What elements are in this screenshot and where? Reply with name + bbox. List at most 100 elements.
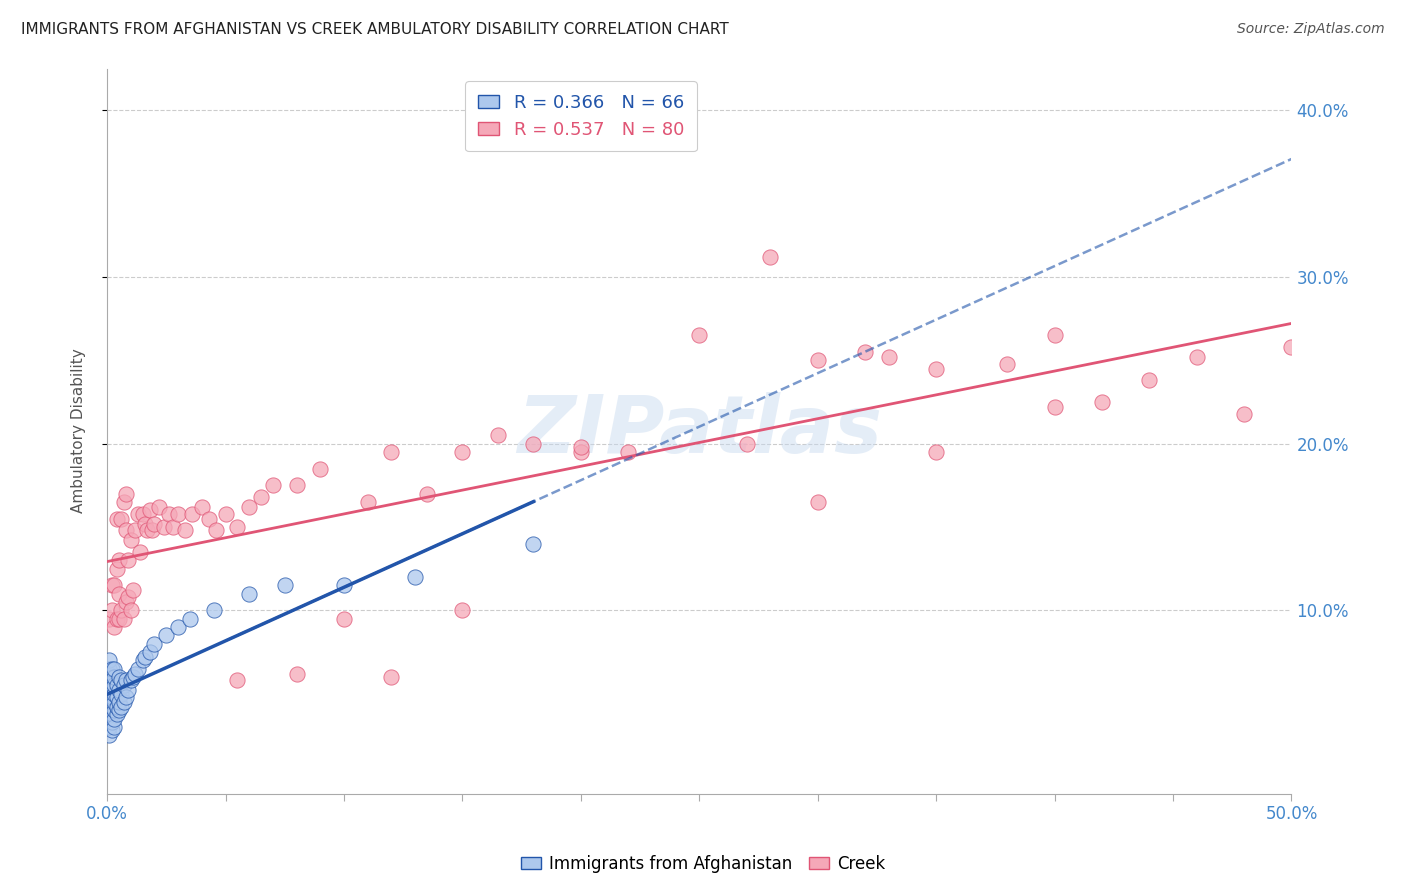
Point (238, 500, 260, 514)
Point (131, 507, 153, 521)
Point (356, 495, 378, 509)
Point (105, 678, 128, 692)
Point (103, 695, 125, 709)
Point (117, 683, 139, 698)
Point (214, 507, 236, 521)
Point (120, 533, 142, 548)
Point (101, 678, 124, 692)
Point (112, 495, 135, 509)
Point (105, 612, 128, 626)
Point (1137, 373, 1160, 387)
Point (115, 523, 138, 537)
Point (112, 695, 135, 709)
Point (101, 706, 124, 721)
Point (333, 578, 356, 592)
Point (98, 712, 121, 726)
Point (134, 516, 156, 531)
Point (98, 700, 121, 714)
Legend: Immigrants from Afghanistan, Creek: Immigrants from Afghanistan, Creek (515, 848, 891, 880)
Point (112, 678, 135, 692)
Point (101, 695, 124, 709)
Point (226, 520, 249, 534)
Point (98, 690, 121, 704)
Point (103, 670, 125, 684)
Point (108, 695, 131, 709)
Point (807, 495, 830, 509)
Point (108, 670, 131, 684)
Point (138, 503, 160, 517)
Point (1185, 350, 1208, 364)
Point (155, 628, 177, 642)
Point (174, 523, 197, 537)
Point (98, 728, 121, 742)
Point (380, 670, 402, 684)
Point (202, 603, 225, 617)
Point (105, 561, 128, 575)
Point (101, 723, 124, 738)
Point (98, 683, 121, 698)
Point (129, 545, 152, 559)
Point (98, 662, 121, 676)
Point (98, 670, 121, 684)
Point (617, 445, 640, 459)
Point (759, 250, 782, 264)
Point (105, 700, 128, 714)
Point (167, 620, 190, 634)
Point (238, 587, 260, 601)
Point (122, 670, 145, 684)
Point (120, 603, 142, 617)
Point (124, 523, 146, 537)
Point (807, 353, 830, 368)
Point (105, 511, 128, 525)
Point (112, 612, 135, 626)
Point (103, 720, 125, 734)
Point (157, 507, 180, 521)
Text: IMMIGRANTS FROM AFGHANISTAN VS CREEK AMBULATORY DISABILITY CORRELATION CHART: IMMIGRANTS FROM AFGHANISTAN VS CREEK AMB… (21, 22, 728, 37)
Point (103, 578, 125, 592)
Y-axis label: Ambulatory Disability: Ambulatory Disability (72, 349, 86, 514)
Point (103, 662, 125, 676)
Point (108, 612, 131, 626)
Point (105, 690, 128, 704)
Point (179, 612, 201, 626)
Point (101, 603, 124, 617)
Point (108, 553, 131, 567)
Point (103, 687, 125, 701)
Point (108, 587, 131, 601)
Text: Source: ZipAtlas.com: Source: ZipAtlas.com (1237, 22, 1385, 37)
Point (486, 428, 509, 442)
Point (108, 703, 131, 717)
Point (995, 357, 1018, 371)
Text: ZIPatlas: ZIPatlas (517, 392, 882, 470)
Point (167, 507, 190, 521)
Point (285, 666, 308, 681)
Point (1091, 395, 1114, 409)
Point (262, 478, 284, 492)
Point (205, 523, 228, 537)
Point (115, 595, 138, 609)
Point (98, 687, 121, 701)
Point (1233, 407, 1256, 421)
Point (120, 673, 142, 688)
Point (141, 523, 163, 537)
Point (108, 683, 131, 698)
Point (117, 590, 139, 604)
Point (115, 690, 138, 704)
Point (143, 637, 166, 651)
Point (1281, 340, 1303, 354)
Point (569, 445, 592, 459)
Point (250, 490, 273, 504)
Point (134, 650, 156, 665)
Point (103, 712, 125, 726)
Point (127, 507, 149, 521)
Point (98, 678, 121, 692)
Point (122, 583, 145, 598)
Point (451, 445, 474, 459)
Legend: R = 0.366   N = 66, R = 0.537   N = 80: R = 0.366 N = 66, R = 0.537 N = 80 (465, 81, 697, 152)
Point (127, 662, 149, 676)
Point (853, 345, 876, 359)
Point (138, 645, 160, 659)
Point (110, 700, 132, 714)
Point (162, 520, 184, 534)
Point (925, 445, 948, 459)
